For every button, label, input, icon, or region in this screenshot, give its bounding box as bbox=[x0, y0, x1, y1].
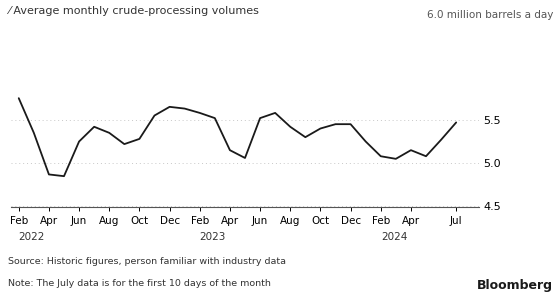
Text: Note: The July data is for the first 10 days of the month: Note: The July data is for the first 10 … bbox=[8, 279, 271, 288]
Text: 2023: 2023 bbox=[200, 232, 226, 242]
Text: 2024: 2024 bbox=[381, 232, 407, 242]
Text: ⁄ Average monthly crude-processing volumes: ⁄ Average monthly crude-processing volum… bbox=[8, 6, 259, 16]
Text: Bloomberg: Bloomberg bbox=[477, 279, 553, 292]
Text: Source: Historic figures, person familiar with industry data: Source: Historic figures, person familia… bbox=[8, 257, 286, 266]
Text: 6.0 million barrels a day: 6.0 million barrels a day bbox=[427, 10, 553, 20]
Text: 2022: 2022 bbox=[18, 232, 45, 242]
